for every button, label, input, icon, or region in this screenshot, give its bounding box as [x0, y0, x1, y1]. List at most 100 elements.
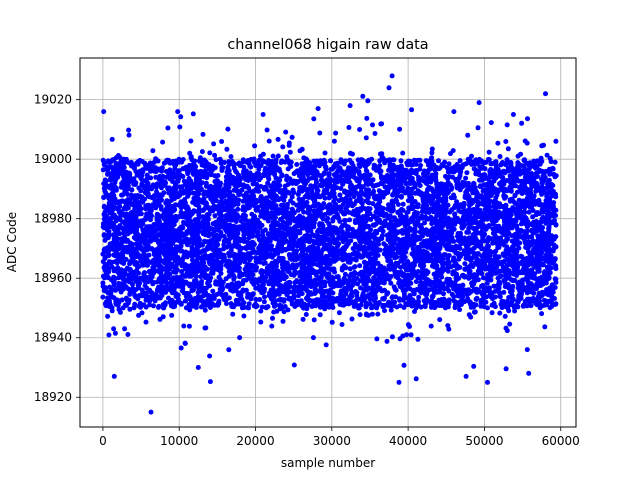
data-point	[458, 158, 463, 163]
data-point	[431, 293, 436, 298]
data-point	[490, 219, 495, 224]
data-point	[250, 241, 255, 246]
data-point	[313, 303, 318, 308]
data-point	[151, 303, 156, 308]
data-point	[445, 277, 450, 282]
data-point	[502, 300, 507, 305]
data-point	[276, 177, 281, 182]
data-point	[524, 256, 529, 261]
data-point	[533, 286, 538, 291]
data-point	[479, 299, 484, 304]
data-point	[474, 302, 479, 307]
data-point	[335, 244, 340, 249]
data-point	[112, 283, 117, 288]
data-point	[446, 283, 451, 288]
data-point	[451, 239, 456, 244]
data-point	[449, 187, 454, 192]
data-point	[400, 228, 405, 233]
data-point	[194, 305, 199, 310]
data-point	[399, 164, 404, 169]
data-point	[550, 282, 555, 287]
data-point	[304, 193, 309, 198]
data-point	[213, 198, 218, 203]
data-point	[328, 158, 333, 163]
data-point	[406, 266, 411, 271]
data-point	[436, 158, 441, 163]
data-point	[104, 275, 109, 280]
data-point	[447, 161, 452, 166]
data-point	[127, 298, 132, 303]
data-point	[394, 261, 399, 266]
data-point	[321, 299, 326, 304]
data-point	[498, 294, 503, 299]
data-point	[448, 183, 453, 188]
data-point	[311, 159, 316, 164]
data-point	[534, 185, 539, 190]
data-point	[219, 161, 224, 166]
data-point	[490, 303, 495, 308]
data-point	[245, 292, 250, 297]
data-point	[365, 215, 370, 220]
data-point	[241, 157, 246, 162]
data-point	[330, 303, 335, 308]
data-point	[240, 305, 245, 310]
data-point	[136, 159, 141, 164]
data-point	[452, 164, 457, 169]
data-point	[369, 182, 374, 187]
data-point	[343, 272, 348, 277]
data-point	[116, 275, 121, 280]
data-point	[219, 165, 224, 170]
data-point	[225, 284, 230, 289]
data-point	[322, 158, 327, 163]
data-point	[366, 158, 371, 163]
data-point	[522, 164, 527, 169]
data-point	[400, 169, 405, 174]
data-point	[458, 187, 463, 192]
data-point	[332, 280, 337, 285]
data-point	[294, 265, 299, 270]
data-point	[408, 296, 413, 301]
data-point	[161, 302, 166, 307]
data-point	[458, 169, 463, 174]
data-point	[119, 181, 124, 186]
data-point	[296, 192, 301, 197]
data-point	[510, 286, 515, 291]
data-point	[537, 299, 542, 304]
data-point	[398, 177, 403, 182]
data-point	[430, 198, 435, 203]
data-point	[525, 170, 530, 175]
data-point	[262, 299, 267, 304]
data-point	[337, 193, 342, 198]
data-point	[485, 281, 490, 286]
data-point	[168, 176, 173, 181]
data-point	[230, 282, 235, 287]
data-point	[101, 158, 106, 163]
data-point	[212, 213, 217, 218]
data-point	[194, 176, 199, 181]
data-point	[502, 259, 507, 264]
data-point	[398, 303, 403, 308]
data-point	[236, 284, 241, 289]
data-point	[200, 180, 205, 185]
data-point	[446, 289, 451, 294]
data-point	[339, 197, 344, 202]
data-point	[285, 175, 290, 180]
data-point	[102, 204, 107, 209]
data-point	[392, 157, 397, 162]
data-point	[493, 195, 498, 200]
data-point	[399, 195, 404, 200]
data-point	[498, 274, 503, 279]
data-point	[455, 266, 460, 271]
data-point	[129, 187, 134, 192]
data-point	[478, 304, 483, 309]
data-point	[233, 169, 238, 174]
data-point	[401, 263, 406, 268]
data-point	[211, 258, 216, 263]
data-point	[490, 261, 495, 266]
data-point	[384, 292, 389, 297]
data-point	[317, 163, 322, 168]
data-point	[357, 172, 362, 177]
data-point	[351, 163, 356, 168]
